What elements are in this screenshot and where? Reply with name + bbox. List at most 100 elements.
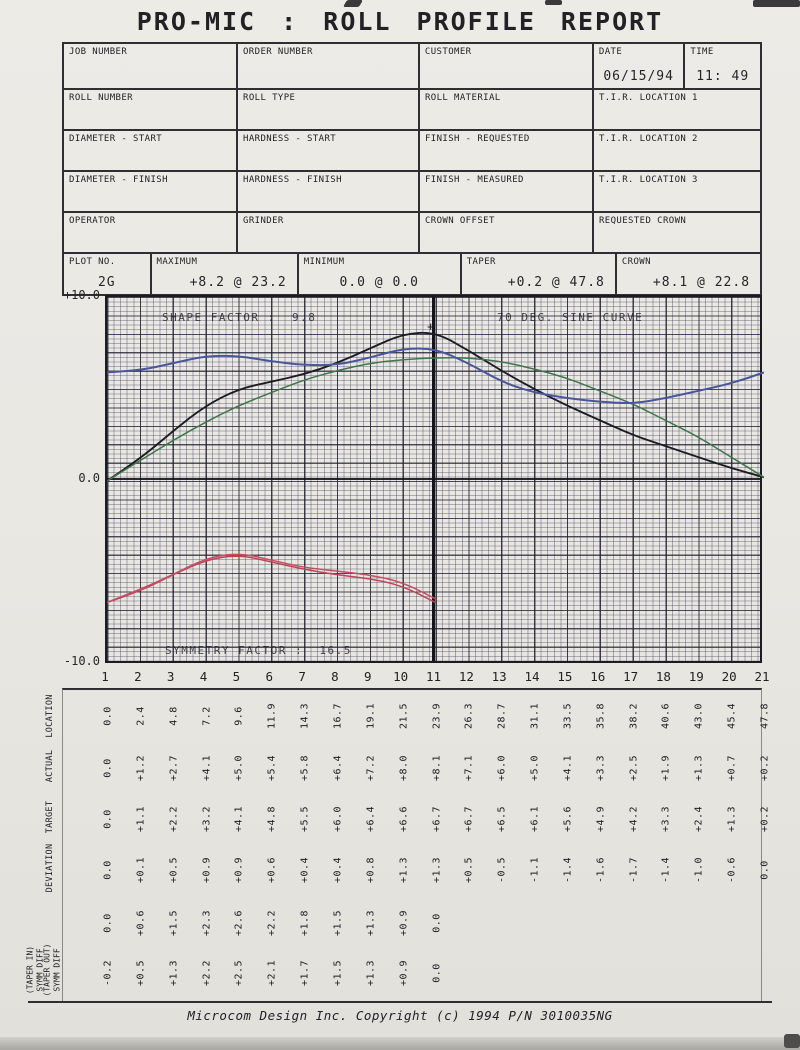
field-date: DATE 06/15/94 <box>594 44 686 88</box>
table-value: -1.6 <box>595 856 607 884</box>
table-value: +5.5 <box>299 805 311 833</box>
row-label-line: SYMM DIFF <box>53 948 62 992</box>
table-value: -1.0 <box>693 856 705 884</box>
table-value: +2.2 <box>201 959 213 987</box>
data-table: 0.0 2.4 4.8 7.2 9.6 11.9 14.3 16.7 19.1 21.5 23.9 2… <box>62 688 771 1002</box>
table-value: +4.2 <box>628 805 640 833</box>
date-value: 06/15/94 <box>603 69 674 84</box>
row-label-target: TARGET <box>45 800 55 834</box>
symm-diff-taper-out-curve <box>107 555 436 604</box>
table-value: +1.9 <box>660 754 672 782</box>
table-value: +1.3 <box>726 805 738 833</box>
table-value: 33.5 <box>562 702 574 730</box>
table-value: 43.0 <box>693 702 705 730</box>
time-value: 11: 49 <box>696 69 750 84</box>
table-value: +0.9 <box>398 909 410 937</box>
field-label: T.I.R. LOCATION 1 <box>598 93 698 103</box>
table-value: +2.2 <box>266 909 278 937</box>
field-customer: CUSTOMER <box>420 44 594 88</box>
field-label: DATE <box>598 47 623 57</box>
table-value: 7.2 <box>201 706 213 726</box>
table-value: 47.8 <box>759 702 771 730</box>
table-value: +0.1 <box>135 856 147 884</box>
row-label-line: SYMM DIFF <box>36 948 45 992</box>
field-label: REQUESTED CROWN <box>598 216 687 226</box>
x-tick-label: 2 <box>134 669 142 684</box>
table-value: +6.7 <box>431 805 442 833</box>
field-label: ROLL MATERIAL <box>424 93 501 103</box>
table-value: +6.7 <box>463 805 475 833</box>
table-value: +2.5 <box>628 754 640 782</box>
table-value: +0.7 <box>726 754 738 782</box>
table-value: +2.4 <box>693 805 705 833</box>
table-value: +0.9 <box>233 856 245 884</box>
table-value: +6.0 <box>496 754 508 782</box>
table-value: +1.3 <box>693 754 705 782</box>
x-tick-label: 13 <box>491 669 507 684</box>
field-label: T.I.R. LOCATION 2 <box>598 134 698 144</box>
table-value: 0.0 <box>102 860 114 880</box>
x-tick-label: 17 <box>623 669 639 684</box>
table-value: -1.4 <box>660 856 672 884</box>
header-form-table: JOB NUMBER ORDER NUMBER CUSTOMER DATE 06/… <box>62 42 762 296</box>
table-value: -1.7 <box>628 856 640 884</box>
curve-type-annotation: 70 DEG. SINE CURVE <box>497 311 644 324</box>
field-label: CROWN OFFSET <box>424 216 495 226</box>
table-value: +1.3 <box>398 856 410 884</box>
table-value: 0.0 <box>102 758 114 778</box>
table-value: +4.8 <box>266 805 278 833</box>
table-value: +6.5 <box>496 805 508 833</box>
table-value: +8.0 <box>398 754 410 782</box>
table-value: +4.1 <box>562 754 574 782</box>
table-value: 31.1 <box>529 702 541 730</box>
scan-artifact <box>753 0 800 7</box>
table-value: +1.5 <box>168 909 180 937</box>
table-value: +0.6 <box>266 856 278 884</box>
table-value: +1.3 <box>365 909 377 937</box>
field-label: GRINDER <box>243 216 284 226</box>
table-value: 21.5 <box>398 702 410 730</box>
table-value: +2.2 <box>168 805 180 833</box>
table-value: 4.8 <box>168 706 180 726</box>
table-value: -0.6 <box>726 856 738 884</box>
stat-label: CROWN <box>621 257 651 267</box>
field-roll-material: ROLL MATERIAL <box>420 90 594 129</box>
table-value: +5.6 <box>562 805 574 833</box>
field-label: OPERATOR <box>69 216 116 226</box>
table-value: +2.6 <box>233 909 245 937</box>
table-value: +2.7 <box>168 754 180 782</box>
table-value: +0.2 <box>759 754 771 782</box>
table-value: +6.1 <box>529 805 541 833</box>
table-value: +4.1 <box>233 805 245 833</box>
field-roll-type: ROLL TYPE <box>238 90 420 129</box>
stats-row: PLOT NO. 2G MAXIMUM +8.2 @ 23.2 MINIMUM 0.0… <box>64 254 760 294</box>
x-tick-label: 8 <box>331 669 339 684</box>
table-value: 35.8 <box>595 702 607 730</box>
table-value: +1.8 <box>299 909 311 937</box>
table-value: +2.5 <box>233 959 245 987</box>
table-value: +7.2 <box>365 754 377 782</box>
field-label: FINISH - MEASURED <box>424 175 524 185</box>
table-value: +0.8 <box>365 856 377 884</box>
page-title: PRO-MIC : ROLL PROFILE REPORT <box>136 7 664 36</box>
row-label-taper-in-symm-diff: (TAPER IN) SYMM DIFF <box>26 946 47 994</box>
peak-marker: + <box>427 319 434 333</box>
field-label: JOB NUMBER <box>69 47 128 57</box>
table-value: 38.2 <box>628 702 640 730</box>
x-tick-label: 20 <box>721 669 737 684</box>
stat-crown: CROWN +8.1 @ 22.8 <box>617 254 760 294</box>
table-value: -1.1 <box>529 856 541 884</box>
y-axis-label-zero: 0.0 <box>78 471 100 485</box>
x-tick-label: 19 <box>688 669 704 684</box>
x-tick-label: 5 <box>232 669 241 684</box>
field-roll-number: ROLL NUMBER <box>64 90 238 129</box>
table-value: 45.4 <box>726 702 738 730</box>
chart-zero-line <box>107 478 760 480</box>
scan-artifact <box>784 1034 800 1048</box>
x-tick-label: 16 <box>590 669 606 684</box>
form-row: DIAMETER - START HARDNESS - START FINISH… <box>64 131 760 172</box>
scan-artifact <box>545 0 562 5</box>
table-value: +3.3 <box>595 754 607 782</box>
field-label: HARDNESS - FINISH <box>243 175 342 185</box>
table-value: +1.7 <box>299 959 311 987</box>
